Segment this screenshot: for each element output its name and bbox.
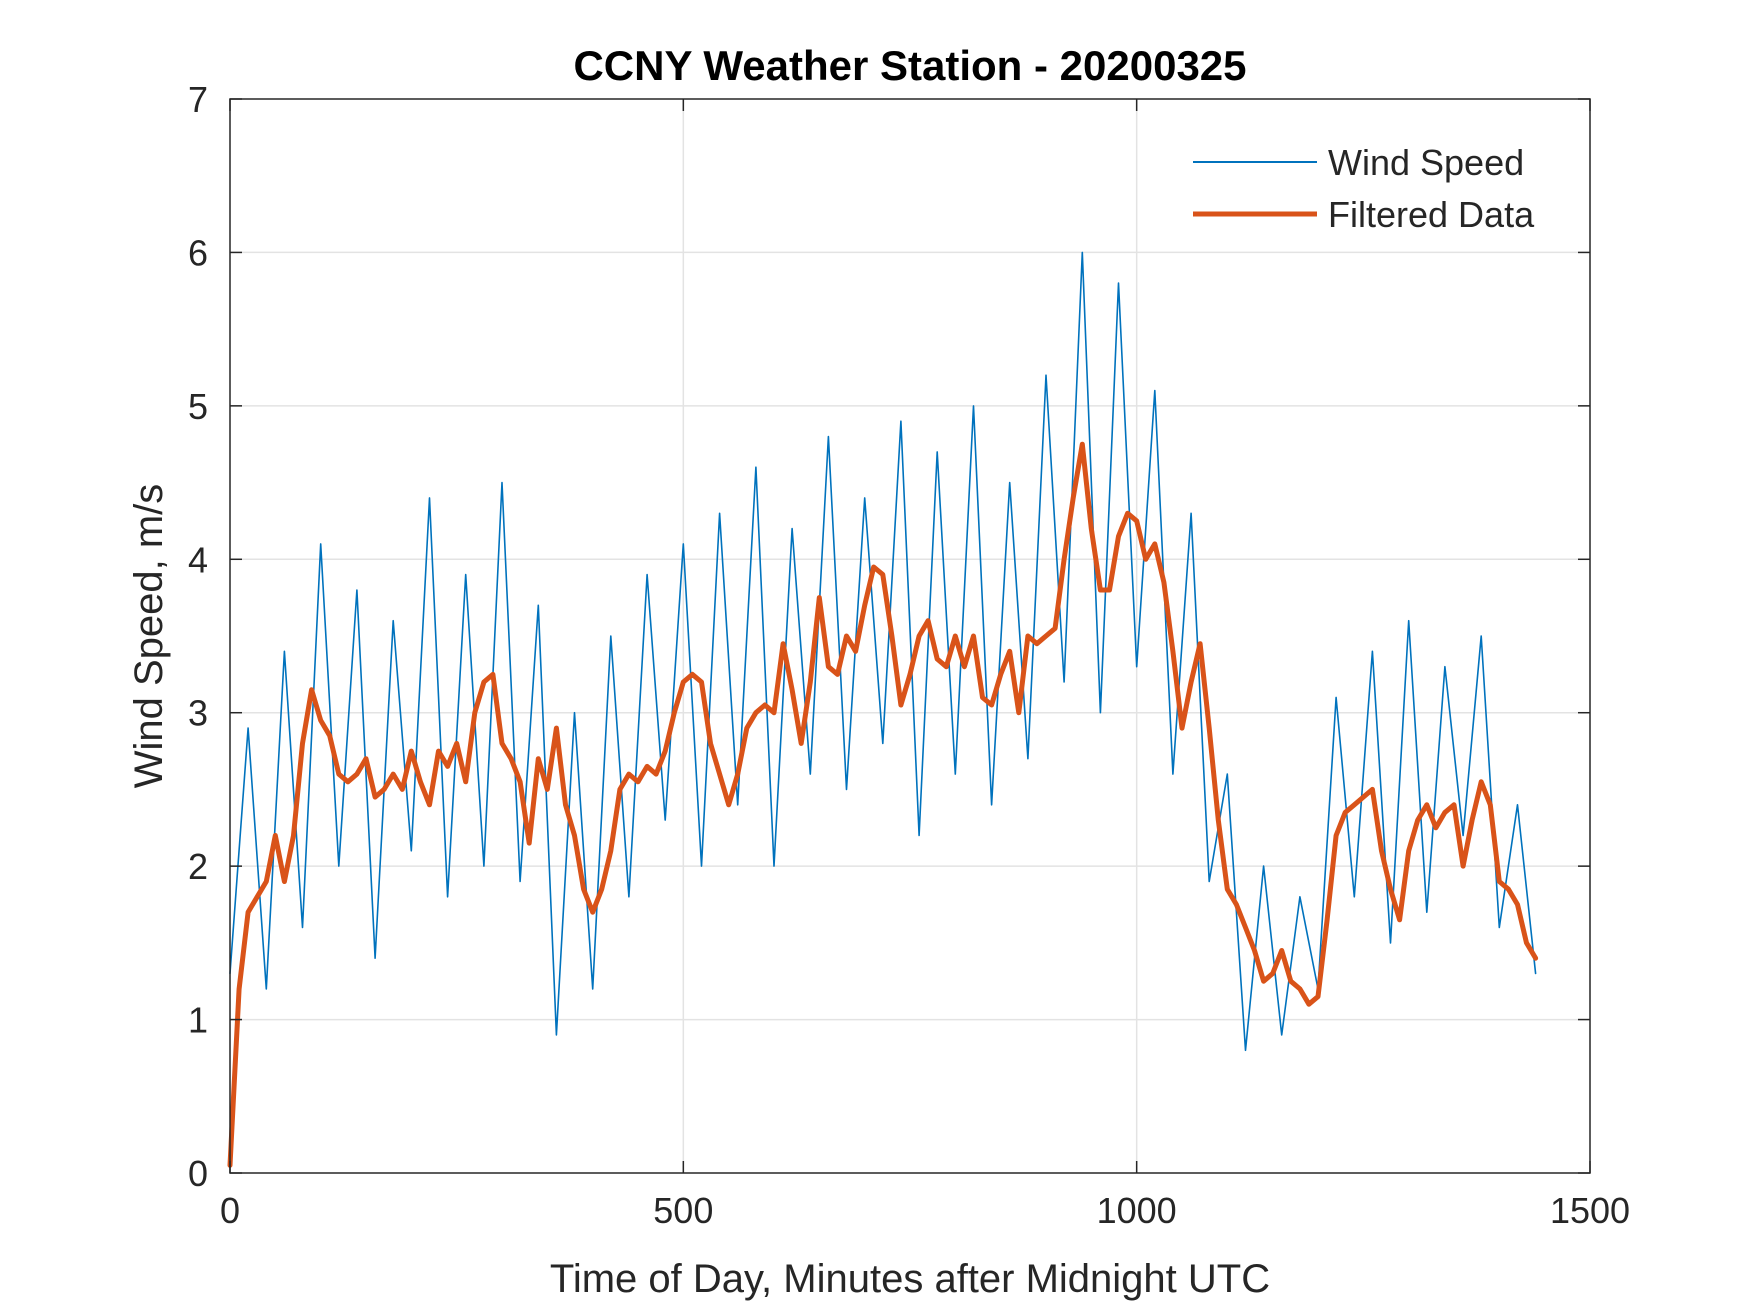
legend-label-filtered-data: Filtered Data bbox=[1328, 194, 1535, 235]
y-tick-label: 0 bbox=[188, 1153, 208, 1194]
chart-title: CCNY Weather Station - 20200325 bbox=[573, 42, 1246, 89]
y-tick-label: 2 bbox=[188, 846, 208, 887]
x-tick-label: 1000 bbox=[1097, 1190, 1177, 1231]
x-axis-label: Time of Day, Minutes after Midnight UTC bbox=[550, 1257, 1270, 1301]
series-line-filtered-data bbox=[227, 441, 1539, 1168]
legend: Wind Speed Filtered Data bbox=[1180, 135, 1560, 241]
legend-label-wind-speed: Wind Speed bbox=[1328, 142, 1524, 183]
y-tick-label: 3 bbox=[188, 693, 208, 734]
series-layer bbox=[227, 251, 1539, 1168]
axes-box bbox=[229, 98, 1591, 1174]
ticks: 0 500 1000 1500 0 1 2 3 4 5 6 7 bbox=[188, 79, 1630, 1231]
y-tick-label: 4 bbox=[188, 539, 208, 580]
y-tick-label: 6 bbox=[188, 232, 208, 273]
legend-box bbox=[1180, 135, 1560, 241]
y-tick-label: 7 bbox=[188, 79, 208, 120]
y-tick-label: 5 bbox=[188, 386, 208, 427]
grid bbox=[230, 99, 1590, 1173]
y-tick-label: 1 bbox=[188, 1000, 208, 1041]
x-tick-label: 500 bbox=[653, 1190, 713, 1231]
x-tick-label: 1500 bbox=[1550, 1190, 1630, 1231]
x-tick-label: 0 bbox=[220, 1190, 240, 1231]
y-axis-label: Wind Speed, m/s bbox=[127, 484, 171, 789]
